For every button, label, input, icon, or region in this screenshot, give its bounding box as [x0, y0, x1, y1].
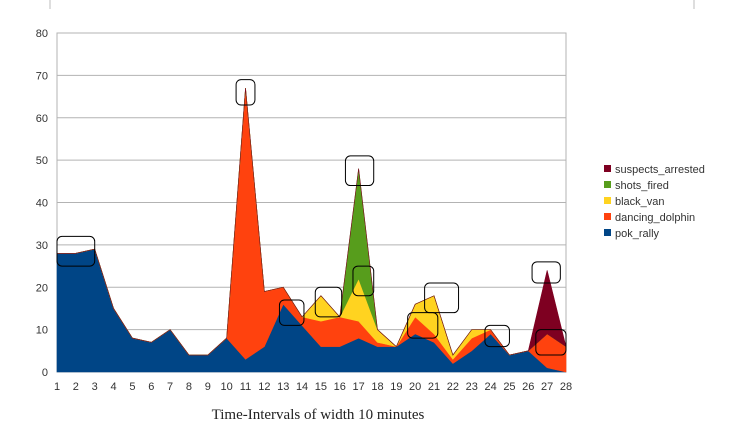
y-tick-label: 70 — [36, 70, 48, 82]
x-tick-label: 11 — [240, 381, 251, 393]
legend-swatch-black-van — [604, 197, 611, 204]
x-tick-label: 13 — [277, 381, 289, 393]
x-tick-label: 27 — [541, 381, 553, 393]
legend-label-shots-fired: shots_fired — [615, 180, 669, 192]
legend-swatch-dancing-dolphin — [604, 213, 611, 220]
legend-label-pok-rally: pok_rally — [615, 228, 660, 240]
highlight-box — [235, 79, 256, 106]
highlight-box — [407, 312, 439, 339]
x-tick-label: 20 — [409, 381, 421, 393]
highlight-box — [424, 282, 460, 314]
x-tick-label: 14 — [296, 381, 308, 393]
highlight-box — [314, 286, 343, 318]
x-tick-label: 19 — [390, 381, 402, 393]
legend-swatch-pok-rally — [604, 229, 611, 236]
x-tick-label: 15 — [315, 381, 327, 393]
y-tick-label: 60 — [36, 113, 48, 125]
y-tick-label: 30 — [36, 240, 48, 252]
y-tick-label: 50 — [36, 155, 48, 167]
series-areas — [56, 88, 567, 373]
highlight-box — [535, 329, 567, 356]
highlight-box — [278, 299, 305, 326]
x-tick-label: 1 — [54, 381, 60, 393]
x-tick-label: 17 — [353, 381, 365, 393]
x-tick-label: 21 — [428, 381, 440, 393]
x-tick-label: 5 — [129, 381, 135, 393]
highlight-box — [56, 235, 96, 267]
highlight-boxes — [56, 79, 567, 356]
x-tick-label: 12 — [258, 381, 270, 393]
y-tick-label: 10 — [36, 325, 48, 337]
x-axis-title: Time-Intervals of width 10 minutes — [212, 407, 425, 423]
x-tick-label: 24 — [484, 381, 496, 393]
x-tick-label: 9 — [205, 381, 211, 393]
legend-label-dancing-dolphin: dancing_dolphin — [615, 212, 695, 224]
x-tick-label: 8 — [186, 381, 192, 393]
legend-swatch-suspects-arrested — [604, 165, 611, 172]
legend: suspects_arrested shots_fired black_vandan… — [604, 164, 705, 240]
y-tick-label: 80 — [36, 28, 48, 40]
x-tick-label: 22 — [447, 381, 459, 393]
x-tick-label: 23 — [466, 381, 478, 393]
x-tick-label: 2 — [73, 381, 79, 393]
x-tick-label: 10 — [221, 381, 233, 393]
x-tick-label: 18 — [371, 381, 383, 393]
x-tick-label: 16 — [334, 381, 346, 393]
x-tick-label: 25 — [503, 381, 515, 393]
highlight-box — [344, 155, 375, 187]
x-tick-label: 6 — [148, 381, 154, 393]
x-tick-label: 7 — [167, 381, 173, 393]
y-tick-label: 20 — [36, 282, 48, 294]
highlight-box — [352, 265, 375, 297]
series-area-black-van — [57, 88, 567, 360]
legend-label-suspects-arrested: suspects_arrested — [615, 164, 705, 176]
legend-swatch-shots-fired — [604, 181, 611, 188]
x-tick-label: 26 — [522, 381, 534, 393]
y-tick-label: 40 — [36, 198, 48, 210]
highlight-box — [484, 324, 510, 348]
y-tick-label: 0 — [42, 367, 48, 379]
x-tick-label: 4 — [110, 381, 116, 393]
legend-label-black-van: black_van — [615, 196, 665, 208]
highlight-box — [531, 261, 561, 284]
x-tick-label: 28 — [560, 381, 572, 393]
x-tick-label: 3 — [92, 381, 98, 393]
